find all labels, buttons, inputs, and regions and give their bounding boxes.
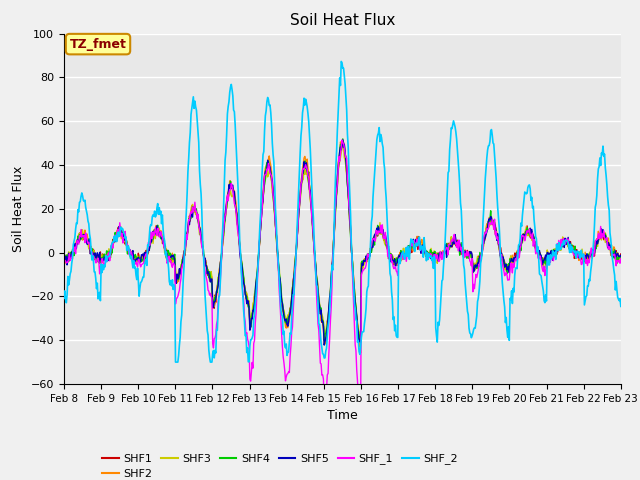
SHF1 xyxy=(412,240,419,246)
SHF4 xyxy=(127,252,135,257)
Y-axis label: Soil Heat Flux: Soil Heat Flux xyxy=(12,166,25,252)
SHF2 xyxy=(338,138,346,144)
SHF1 xyxy=(214,283,221,289)
SHF2 xyxy=(214,287,221,293)
SHF_2 xyxy=(70,238,78,244)
SHF1 xyxy=(356,340,364,346)
SHF3 xyxy=(340,143,348,149)
SHF3 xyxy=(184,228,192,233)
SHF1 xyxy=(617,251,625,257)
SHF4 xyxy=(339,136,347,142)
SHF_1 xyxy=(214,318,221,324)
SHF_1 xyxy=(338,137,346,143)
SHF5 xyxy=(339,137,347,143)
SHF3 xyxy=(127,249,135,254)
SHF_2 xyxy=(412,243,419,249)
SHF_2 xyxy=(172,359,179,365)
SHF_2 xyxy=(127,253,135,259)
SHF_1 xyxy=(428,252,436,258)
Line: SHF1: SHF1 xyxy=(64,142,621,343)
X-axis label: Time: Time xyxy=(327,409,358,422)
SHF_1 xyxy=(127,249,135,255)
SHF3 xyxy=(70,249,78,254)
SHF2 xyxy=(127,255,135,261)
SHF2 xyxy=(428,252,436,258)
SHF1 xyxy=(70,248,78,254)
SHF1 xyxy=(184,229,192,235)
SHF4 xyxy=(184,228,192,234)
SHF_2 xyxy=(617,303,625,309)
SHF_2 xyxy=(214,308,222,314)
SHF3 xyxy=(60,262,68,267)
SHF1 xyxy=(60,251,68,256)
SHF_1 xyxy=(617,256,625,262)
SHF2 xyxy=(60,260,68,266)
SHF4 xyxy=(321,337,328,343)
SHF5 xyxy=(412,237,419,242)
Line: SHF3: SHF3 xyxy=(64,146,621,338)
SHF_2 xyxy=(185,156,193,161)
SHF4 xyxy=(412,240,419,246)
SHF3 xyxy=(412,243,419,249)
SHF5 xyxy=(184,225,192,230)
SHF_1 xyxy=(184,228,192,234)
SHF5 xyxy=(70,245,78,251)
SHF5 xyxy=(127,256,135,262)
Line: SHF4: SHF4 xyxy=(64,139,621,340)
SHF2 xyxy=(412,236,419,242)
SHF_1 xyxy=(60,257,68,263)
SHF4 xyxy=(214,289,221,295)
SHF3 xyxy=(214,284,221,289)
SHF5 xyxy=(321,342,328,348)
SHF_1 xyxy=(412,241,419,247)
Line: SHF2: SHF2 xyxy=(64,141,621,353)
SHF_1 xyxy=(70,249,78,254)
SHF_1 xyxy=(356,410,364,416)
SHF5 xyxy=(428,254,436,260)
SHF4 xyxy=(428,251,436,257)
SHF2 xyxy=(70,249,78,255)
Legend: SHF1, SHF2, SHF3, SHF4, SHF5, SHF_1, SHF_2: SHF1, SHF2, SHF3, SHF4, SHF5, SHF_1, SHF… xyxy=(97,449,462,480)
SHF2 xyxy=(184,227,192,233)
Line: SHF_1: SHF_1 xyxy=(64,140,621,413)
SHF4 xyxy=(617,256,625,262)
SHF5 xyxy=(214,286,221,292)
Title: Soil Heat Flux: Soil Heat Flux xyxy=(290,13,395,28)
SHF3 xyxy=(321,335,328,341)
SHF2 xyxy=(617,257,625,263)
SHF3 xyxy=(428,252,436,258)
SHF_2 xyxy=(337,59,345,64)
Text: TZ_fmet: TZ_fmet xyxy=(70,37,127,50)
Line: SHF5: SHF5 xyxy=(64,140,621,345)
SHF3 xyxy=(617,258,625,264)
SHF_2 xyxy=(428,258,436,264)
SHF5 xyxy=(60,250,68,255)
SHF_2 xyxy=(60,295,68,301)
SHF1 xyxy=(127,249,135,255)
SHF2 xyxy=(356,350,364,356)
SHF1 xyxy=(428,251,436,256)
Line: SHF_2: SHF_2 xyxy=(64,61,621,362)
SHF4 xyxy=(60,252,68,258)
SHF4 xyxy=(70,252,78,258)
SHF1 xyxy=(339,139,347,144)
SHF5 xyxy=(617,252,625,258)
